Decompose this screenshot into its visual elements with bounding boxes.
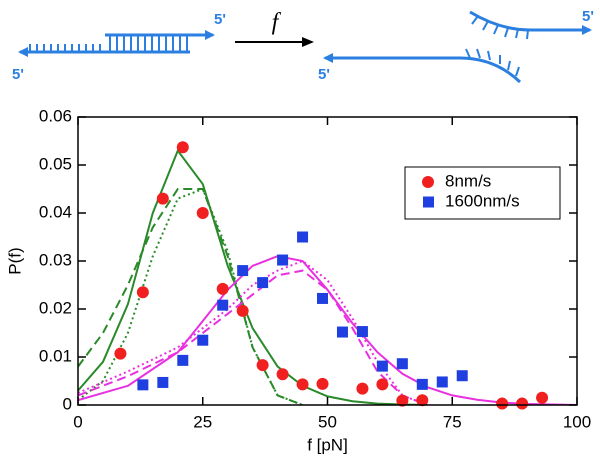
fit-curve xyxy=(78,269,428,405)
y-axis-label: P(f) xyxy=(5,247,24,274)
point xyxy=(536,391,549,404)
point xyxy=(496,397,509,410)
point xyxy=(356,382,369,395)
point xyxy=(176,141,189,154)
y-tick-label: 0.04 xyxy=(39,202,72,221)
point xyxy=(436,376,448,388)
point xyxy=(217,299,229,311)
point xyxy=(197,334,209,346)
end-label: 5' xyxy=(12,66,24,83)
diagram: f 5' 5' 5' 5' xyxy=(12,8,594,84)
point xyxy=(376,378,389,391)
point xyxy=(396,358,408,370)
plot: 0 25 50 75 100 0 0.01 0.02 0.03 0.04 0.05 0.06 f [pN… xyxy=(5,106,591,454)
point xyxy=(137,379,149,391)
point xyxy=(316,377,329,390)
fit-curve xyxy=(78,259,428,405)
x-tick-label: 0 xyxy=(73,412,82,431)
point xyxy=(236,304,249,317)
x-tick-label: 100 xyxy=(563,412,591,431)
fit-curve xyxy=(78,188,303,405)
point xyxy=(196,207,209,219)
x-tick-label: 75 xyxy=(443,412,462,431)
strand xyxy=(469,10,592,35)
legend-marker xyxy=(423,196,434,208)
point xyxy=(376,360,388,372)
point xyxy=(257,277,269,289)
legend-marker xyxy=(422,176,434,188)
y-tick-label: 0 xyxy=(63,394,72,413)
point xyxy=(297,231,309,243)
y-tick-label: 0.05 xyxy=(39,154,72,173)
x-axis-label: f [pN] xyxy=(307,435,348,454)
point xyxy=(396,394,409,407)
point xyxy=(256,359,269,372)
point xyxy=(276,368,289,381)
plot-frame xyxy=(77,116,578,406)
point xyxy=(416,378,428,390)
legend-box xyxy=(404,166,561,220)
legend-label: 8nm/s xyxy=(445,171,491,190)
point xyxy=(277,254,289,266)
legend-label: 1600nm/s xyxy=(445,191,520,210)
point xyxy=(177,354,189,366)
y-tick-label: 0.01 xyxy=(39,346,72,365)
point xyxy=(237,265,249,277)
point xyxy=(114,347,127,360)
point xyxy=(516,397,529,410)
fit-curve xyxy=(78,187,303,405)
bases xyxy=(29,35,188,52)
bases xyxy=(465,15,529,77)
end-label: 5' xyxy=(214,11,226,28)
x-tick-label: 25 xyxy=(193,412,212,431)
y-tick-label: 0.02 xyxy=(39,298,72,317)
point xyxy=(136,286,149,299)
point xyxy=(216,282,229,295)
point xyxy=(317,292,329,304)
end-label: 5' xyxy=(582,8,594,25)
y-tick-label: 0.03 xyxy=(39,250,72,269)
end-label: 5' xyxy=(318,66,330,83)
force-label: f xyxy=(272,10,282,36)
point xyxy=(156,192,169,205)
point xyxy=(157,376,169,388)
strand xyxy=(323,53,522,84)
point xyxy=(416,394,429,407)
point xyxy=(456,370,468,382)
y-tick-label: 0.06 xyxy=(39,106,72,125)
point xyxy=(356,326,368,338)
fit-curve xyxy=(78,148,428,405)
x-tick-label: 50 xyxy=(318,412,337,431)
point xyxy=(296,378,309,391)
point xyxy=(336,326,348,338)
